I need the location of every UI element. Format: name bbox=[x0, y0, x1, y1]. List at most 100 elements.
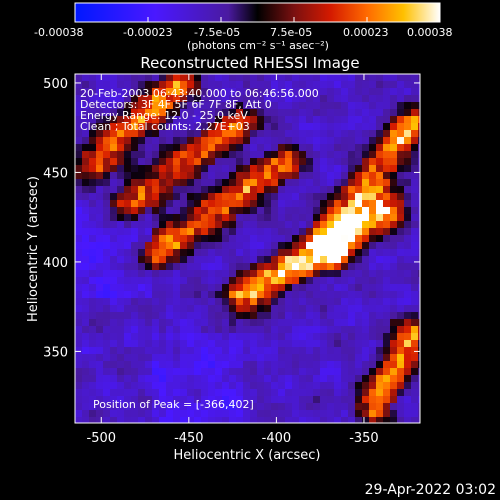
heatmap-cell bbox=[131, 347, 139, 355]
heatmap-cell bbox=[411, 95, 419, 103]
heatmap-cell bbox=[222, 389, 230, 397]
heatmap-cell bbox=[327, 340, 335, 348]
heatmap-cell bbox=[187, 249, 195, 257]
heatmap-cell bbox=[89, 242, 97, 250]
heatmap-cell bbox=[306, 298, 314, 306]
heatmap-cell bbox=[110, 403, 118, 411]
heatmap-cell bbox=[138, 102, 146, 110]
heatmap-cell bbox=[306, 109, 314, 117]
heatmap-cell bbox=[145, 249, 153, 257]
heatmap-cell bbox=[418, 298, 420, 306]
heatmap-cell bbox=[285, 88, 293, 96]
heatmap-cell bbox=[222, 249, 230, 257]
heatmap-cell bbox=[110, 130, 118, 138]
heatmap-cell bbox=[236, 165, 244, 173]
heatmap-cell bbox=[117, 256, 125, 264]
heatmap-cell bbox=[355, 151, 363, 159]
heatmap-cell bbox=[278, 200, 286, 208]
heatmap-cell bbox=[285, 179, 293, 187]
heatmap-cell bbox=[306, 375, 314, 383]
heatmap-cell bbox=[362, 207, 370, 215]
heatmap-cell bbox=[96, 228, 104, 236]
heatmap-cell bbox=[166, 312, 174, 320]
heatmap-cell bbox=[208, 137, 216, 145]
heatmap-cell bbox=[187, 137, 195, 145]
heatmap-cell bbox=[208, 200, 216, 208]
heatmap-cell bbox=[194, 382, 202, 390]
heatmap-cell bbox=[236, 193, 244, 201]
heatmap-cell bbox=[215, 361, 223, 369]
heatmap-cell bbox=[215, 200, 223, 208]
heatmap-cell bbox=[355, 284, 363, 292]
heatmap-cell bbox=[299, 298, 307, 306]
heatmap-cell bbox=[418, 102, 420, 110]
heatmap-cell bbox=[75, 382, 83, 390]
heatmap-cell bbox=[138, 382, 146, 390]
heatmap-cell bbox=[138, 417, 146, 423]
heatmap-cell bbox=[138, 116, 146, 124]
heatmap-cell bbox=[152, 396, 160, 404]
heatmap-cell bbox=[236, 326, 244, 334]
heatmap-cell bbox=[348, 123, 356, 131]
heatmap-cell bbox=[418, 179, 420, 187]
heatmap-cell bbox=[348, 221, 356, 229]
heatmap-cell bbox=[271, 158, 279, 166]
heatmap-cell bbox=[166, 95, 174, 103]
heatmap-cell bbox=[236, 95, 244, 103]
heatmap-cell bbox=[341, 235, 349, 243]
heatmap-cell bbox=[89, 256, 97, 264]
heatmap-cell bbox=[131, 81, 139, 89]
heatmap-cell bbox=[250, 186, 258, 194]
heatmap-cell bbox=[271, 81, 279, 89]
heatmap-cell bbox=[390, 396, 398, 404]
annotation-detectors: Detectors: 3F 4F 5F 6F 7F 8F, Att 0 bbox=[80, 98, 272, 111]
heatmap-cell bbox=[418, 347, 420, 355]
heatmap-cell bbox=[145, 347, 153, 355]
heatmap-cell bbox=[341, 389, 349, 397]
heatmap-cell bbox=[369, 179, 377, 187]
heatmap-cell bbox=[208, 193, 216, 201]
heatmap-cell bbox=[215, 228, 223, 236]
heatmap-cell bbox=[243, 221, 251, 229]
heatmap-cell bbox=[89, 95, 97, 103]
heatmap-cell bbox=[117, 389, 125, 397]
heatmap-cell bbox=[208, 123, 216, 131]
heatmap-cell bbox=[159, 270, 167, 278]
heatmap-cell bbox=[397, 375, 405, 383]
heatmap-cell bbox=[362, 368, 370, 376]
heatmap-cell bbox=[201, 410, 209, 418]
heatmap-cell bbox=[110, 172, 118, 180]
heatmap-cell bbox=[159, 172, 167, 180]
heatmap-cell bbox=[348, 382, 356, 390]
heatmap-cell bbox=[313, 382, 321, 390]
heatmap-cell bbox=[383, 403, 391, 411]
heatmap-cell bbox=[299, 165, 307, 173]
heatmap-cell bbox=[264, 382, 272, 390]
heatmap-cell bbox=[222, 284, 230, 292]
heatmap-cell bbox=[376, 312, 384, 320]
heatmap-cell bbox=[299, 172, 307, 180]
heatmap-cell bbox=[418, 130, 420, 138]
heatmap-cell bbox=[404, 263, 412, 271]
heatmap-cell bbox=[285, 291, 293, 299]
heatmap-cell bbox=[117, 81, 125, 89]
heatmap-cell bbox=[327, 74, 335, 82]
heatmap-cell bbox=[341, 396, 349, 404]
heatmap-cell bbox=[159, 109, 167, 117]
heatmap-cell bbox=[306, 214, 314, 222]
heatmap-cell bbox=[75, 340, 83, 348]
heatmap-cell bbox=[124, 109, 132, 117]
heatmap-cell bbox=[180, 130, 188, 138]
heatmap-cell bbox=[320, 410, 328, 418]
heatmap-cell bbox=[180, 81, 188, 89]
heatmap-cell bbox=[404, 144, 412, 152]
heatmap-cell bbox=[117, 235, 125, 243]
heatmap-cell bbox=[299, 144, 307, 152]
heatmap-cell bbox=[82, 354, 90, 362]
heatmap-cell bbox=[124, 221, 132, 229]
heatmap-cell bbox=[124, 347, 132, 355]
heatmap-cell bbox=[96, 172, 104, 180]
heatmap-cell bbox=[299, 354, 307, 362]
heatmap-cell bbox=[334, 151, 342, 159]
heatmap-cell bbox=[320, 389, 328, 397]
